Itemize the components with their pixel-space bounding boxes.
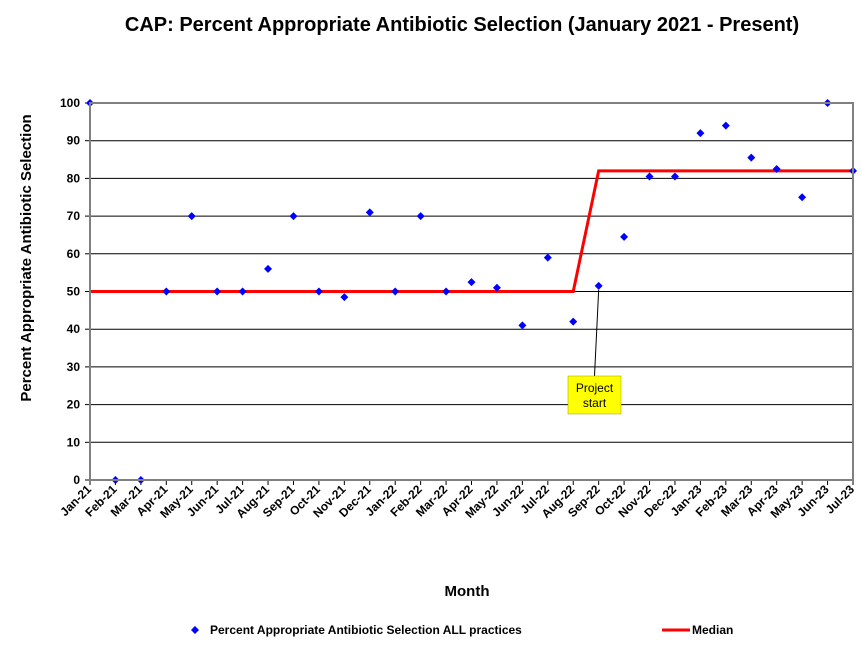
y-tick-label: 20 (67, 398, 81, 412)
data-point (721, 121, 730, 130)
data-point (798, 193, 807, 202)
y-tick-label: 30 (67, 360, 81, 374)
plot-area-border (89, 102, 854, 481)
x-axis-title: Month (445, 583, 490, 600)
data-point (289, 212, 298, 221)
data-point (467, 278, 476, 287)
data-point (645, 172, 654, 181)
legend-label-median: Median (692, 623, 733, 637)
y-tick-label: 90 (67, 134, 81, 148)
y-tick-label: 70 (67, 209, 81, 223)
data-point (696, 129, 705, 138)
data-point (238, 287, 247, 296)
callout-label-line2: start (583, 396, 607, 410)
data-point (747, 153, 756, 162)
callout-box (567, 375, 622, 415)
x-tick-label: Jul-23 (823, 482, 858, 517)
data-point (569, 317, 578, 326)
data-point (365, 208, 374, 217)
y-tick-label: 50 (67, 285, 81, 299)
chart-title: CAP: Percent Appropriate Antibiotic Sele… (125, 14, 799, 36)
data-point (340, 293, 349, 302)
data-point (594, 281, 603, 290)
y-axis-title: Percent Appropriate Antibiotic Selection (18, 114, 35, 401)
data-point (314, 287, 323, 296)
data-point (670, 172, 679, 181)
data-point (213, 287, 222, 296)
data-point (416, 212, 425, 221)
y-tick-label: 0 (73, 473, 80, 487)
x-axis-ticks: Jan-21Feb-21Mar-21Apr-21May-21Jun-21Jul-… (57, 480, 857, 521)
y-tick-label: 40 (67, 322, 81, 336)
data-point (187, 212, 196, 221)
data-point (620, 232, 629, 241)
data-point (442, 287, 451, 296)
y-axis-ticks: 0 10 20 30 40 50 60 70 80 90 100 (60, 96, 90, 487)
data-point (518, 321, 527, 330)
legend-marker-diamond (191, 626, 199, 634)
legend-label-scatter: Percent Appropriate Antibiotic Selection… (210, 623, 522, 637)
legend: Percent Appropriate Antibiotic Selection… (191, 623, 733, 637)
callout-leader-line (594, 289, 600, 377)
project-start-callout: Project start (567, 289, 622, 415)
y-tick-label: 80 (67, 171, 81, 185)
data-point (772, 164, 781, 173)
data-point (162, 287, 171, 296)
data-point (264, 264, 273, 273)
y-tick-label: 100 (60, 96, 80, 110)
data-point (391, 287, 400, 296)
data-point (543, 253, 552, 262)
median-line (90, 169, 853, 293)
callout-label-line1: Project (576, 381, 614, 395)
y-tick-label: 10 (67, 435, 81, 449)
data-point (492, 283, 501, 292)
median-line-group (90, 169, 853, 293)
y-tick-label: 60 (67, 247, 81, 261)
